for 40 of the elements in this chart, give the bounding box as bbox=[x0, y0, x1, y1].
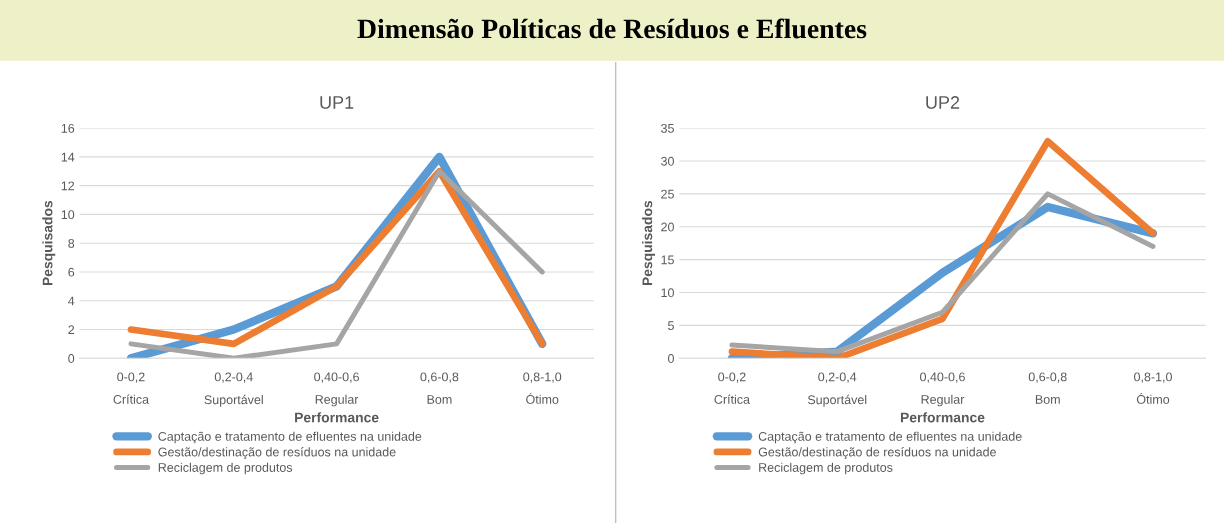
y-tick-label: 6 bbox=[68, 267, 75, 277]
y-tick-label: 25 bbox=[661, 189, 674, 199]
y-tick-label: 10 bbox=[61, 210, 75, 220]
x-axis-title: Performance bbox=[900, 412, 985, 423]
x-tick-label: 0-0,2 Crítica bbox=[113, 372, 150, 404]
y-tick-label: 20 bbox=[661, 222, 674, 232]
y-tick-label: 14 bbox=[61, 152, 75, 162]
y-tick-label: 10 bbox=[661, 288, 674, 298]
y-tick-label: 0 bbox=[68, 354, 75, 363]
y-tick-label: 2 bbox=[68, 325, 75, 335]
legend-label: Gestão/destinação de resíduos na unidade bbox=[758, 447, 996, 459]
x-tick-label: 0,8-1,0 Ótimo bbox=[1134, 372, 1172, 404]
y-tick-label: 0 bbox=[668, 354, 674, 363]
x-tick-label: 0,8-1,0 Ótimo bbox=[523, 372, 562, 404]
y-tick-label: 4 bbox=[68, 296, 75, 306]
y-tick-label: 8 bbox=[68, 239, 75, 248]
chart-title: UP1 bbox=[320, 96, 354, 109]
legend-label: Gestão/destinação de resíduos na unidade bbox=[158, 447, 396, 459]
y-tick-label: 5 bbox=[668, 321, 674, 331]
chart-title: UP2 bbox=[926, 96, 960, 109]
x-tick-label: 0,2-0,4 Suportável bbox=[807, 372, 867, 407]
y-tick-label: 35 bbox=[661, 123, 674, 133]
x-axis-title: Performance bbox=[295, 412, 379, 423]
y-tick-label: 30 bbox=[661, 156, 674, 166]
x-tick-label: 0-0,2 Crítica bbox=[714, 372, 751, 404]
y-tick-label: 15 bbox=[661, 255, 674, 265]
y-axis-title: Pesquisados bbox=[42, 200, 56, 286]
legend-label: Captação e tratamento de efluentes na unidade bbox=[158, 431, 422, 444]
y-tick-label: 12 bbox=[61, 181, 75, 191]
x-tick-label: 0,6-0,8 Bom bbox=[420, 372, 459, 404]
legend-label: Reciclagem de produtos bbox=[759, 462, 893, 475]
legend-label: Captação e tratamento de efluentes na unidade bbox=[758, 431, 1022, 444]
y-tick-label: 16 bbox=[61, 123, 75, 133]
x-tick-label: 0,2-0,4 Suportável bbox=[204, 372, 263, 407]
legend-label: Reciclagem de produtos bbox=[158, 462, 293, 475]
x-tick-label: 0,40-0,6 Regular bbox=[314, 372, 359, 407]
x-tick-label: 0,6-0,8 Bom bbox=[1028, 372, 1067, 404]
y-axis-title: Pesquisados bbox=[642, 200, 655, 286]
x-tick-label: 0,40-0,6 Regular bbox=[920, 372, 965, 407]
text: Dimensão Políticas de Resíduos e Efluentes bbox=[357, 18, 867, 39]
